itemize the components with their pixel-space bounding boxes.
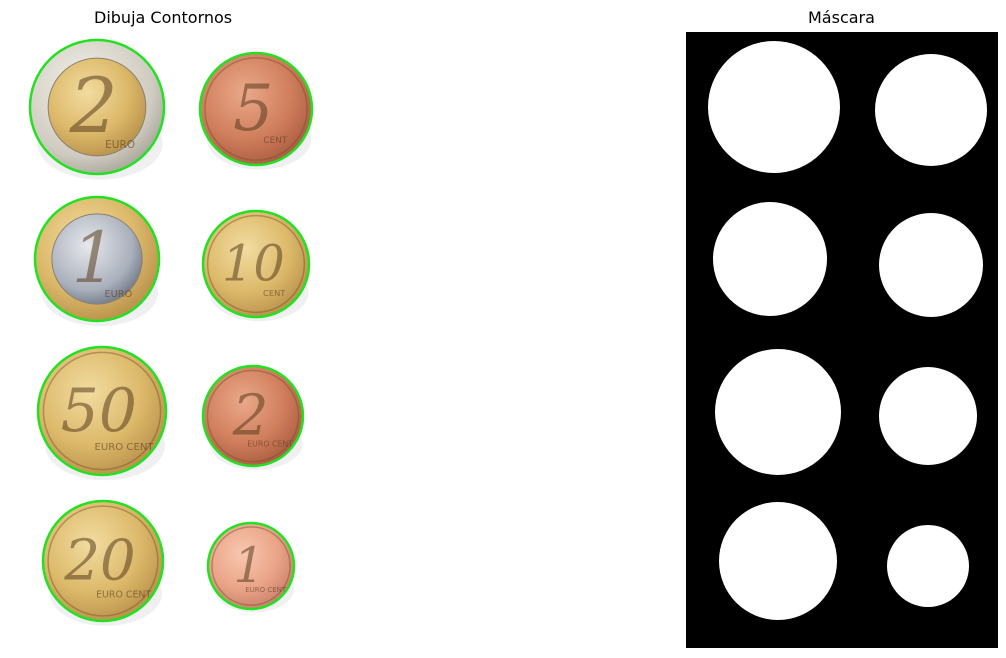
contour-outline	[206, 521, 296, 611]
coin-numeral: 1	[72, 217, 117, 299]
mask-blob	[879, 367, 977, 465]
right-panel-title: Máscara	[808, 8, 875, 27]
mask-blob	[715, 349, 841, 475]
coin-numeral: 5	[233, 71, 273, 145]
coin-label: CENT	[263, 136, 287, 146]
mask-blob	[708, 41, 840, 173]
contour-outline	[41, 499, 165, 623]
contour-outline	[33, 195, 161, 323]
coin-label: EURO	[104, 289, 132, 300]
coin-label: EURO CENT	[247, 439, 293, 448]
coin-numeral: 10	[222, 234, 285, 292]
coin-numeral: 1	[234, 538, 265, 594]
contour-outline	[36, 345, 168, 477]
mask-blob	[713, 202, 827, 316]
mask-blob	[719, 502, 837, 620]
coin-label: EURO CENT	[96, 590, 151, 601]
mask-blob	[879, 213, 983, 317]
coin-numeral: 2	[69, 62, 118, 150]
coin-label: EURO CENT	[95, 442, 155, 453]
coin-label: EURO CENT	[245, 586, 287, 594]
coin-label: EURO	[105, 139, 135, 151]
mask-blob	[887, 525, 969, 607]
coin-numeral: 50	[61, 376, 137, 446]
contour-outline	[198, 51, 314, 167]
contour-outline	[28, 38, 166, 176]
coin-numeral: 20	[63, 528, 135, 593]
contour-outline	[201, 209, 311, 319]
coin-label: CENT	[263, 288, 286, 298]
coin-numeral: 2	[232, 384, 269, 449]
mask-blob	[875, 54, 987, 166]
mask-image	[708, 41, 987, 620]
left-panel-title: Dibuja Contornos	[94, 8, 233, 27]
contour-outline	[201, 364, 305, 468]
